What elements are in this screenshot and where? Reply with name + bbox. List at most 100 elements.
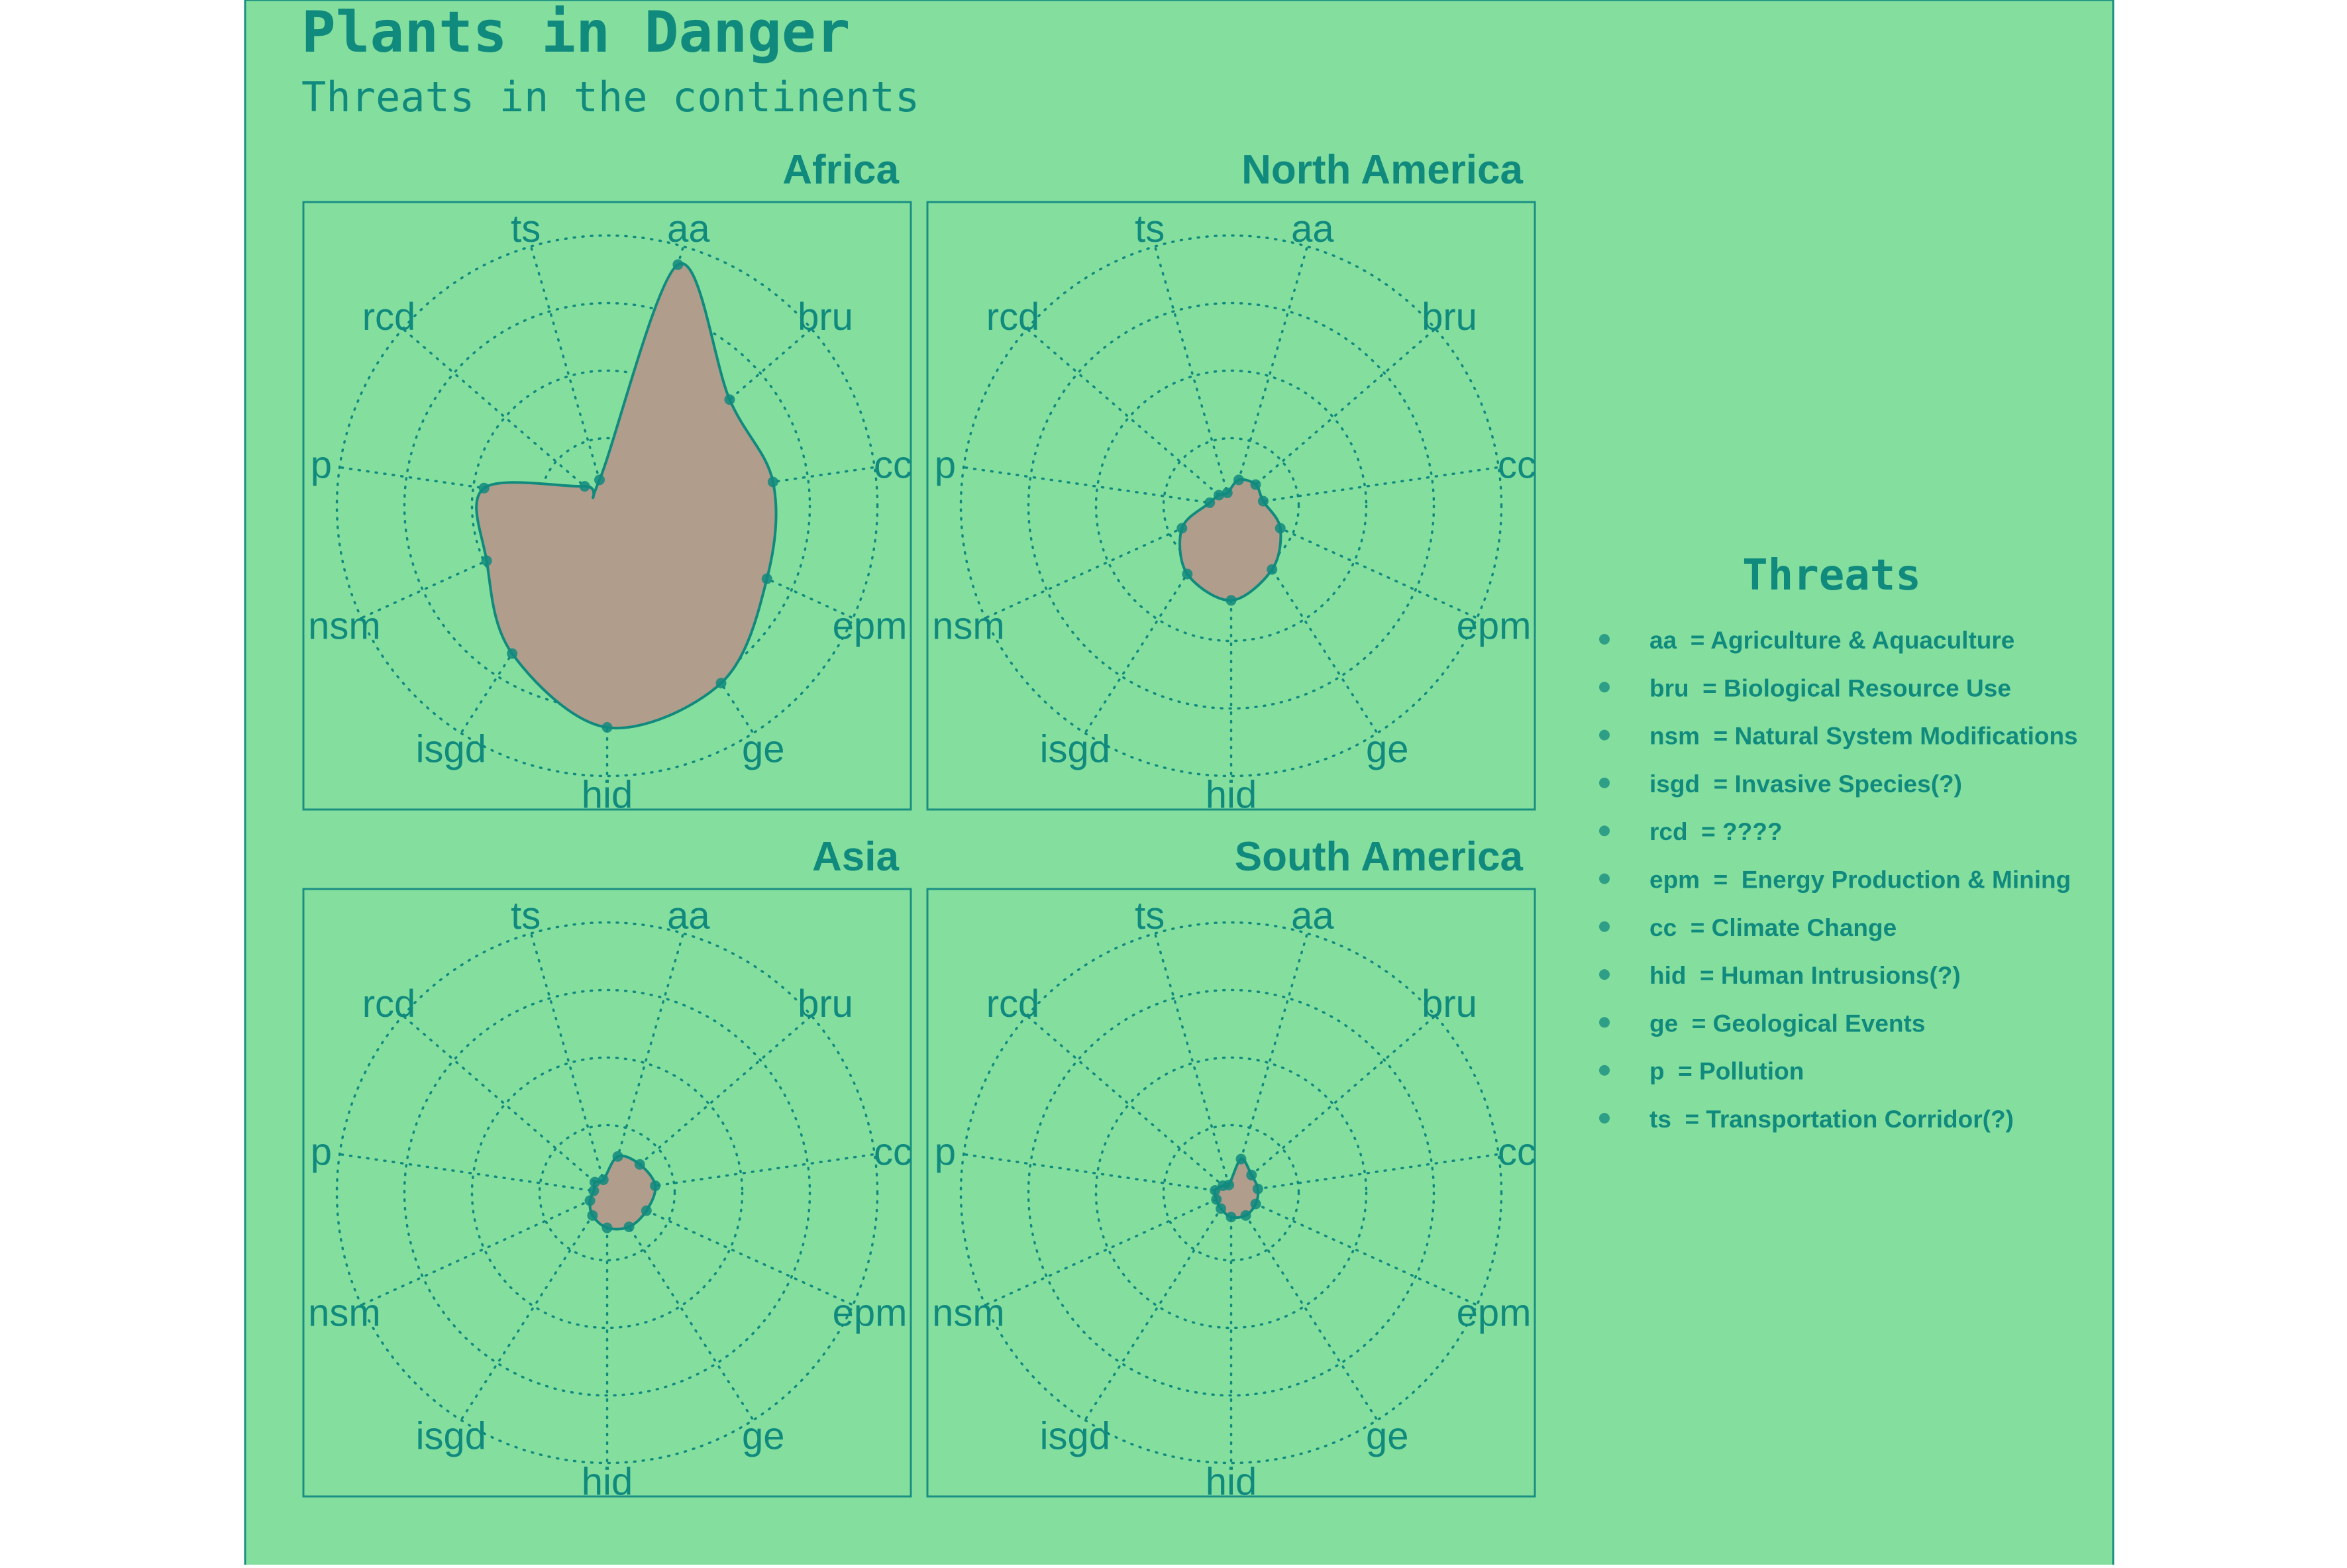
grid-ring bbox=[959, 921, 1503, 1465]
grid-ring bbox=[1162, 437, 1300, 575]
data-point bbox=[1240, 1210, 1251, 1221]
axis-spoke bbox=[529, 932, 609, 1194]
axis-spoke bbox=[1229, 1153, 1500, 1194]
panel-title: North America bbox=[1241, 147, 1523, 193]
axis-spoke bbox=[984, 1191, 1233, 1306]
axis-spoke bbox=[1229, 245, 1309, 507]
grid-ring bbox=[470, 1056, 744, 1330]
axis-spoke bbox=[1025, 327, 1233, 507]
axis-label: bru bbox=[798, 982, 853, 1025]
axis-label: p bbox=[935, 1130, 956, 1173]
grid-ring bbox=[335, 921, 879, 1465]
axis-label: hid bbox=[1206, 774, 1257, 817]
data-point bbox=[601, 722, 613, 733]
data-point bbox=[594, 474, 605, 486]
grid-ring bbox=[1162, 1124, 1300, 1262]
axis-label: epm bbox=[833, 1292, 908, 1335]
axis-spoke bbox=[1153, 932, 1233, 1194]
axis-label: bru bbox=[1422, 982, 1477, 1025]
axis-spoke bbox=[1229, 932, 1309, 1194]
data-point bbox=[1252, 1183, 1263, 1194]
radar-panel: South America aa bru cc epm ge hid isgd nsm p rcd t… bbox=[926, 834, 1536, 1504]
axis-spoke bbox=[1153, 245, 1233, 507]
radar-panel: North America aa bru cc epm ge hid isgd nsm p rcd t… bbox=[926, 147, 1536, 817]
legend-marker bbox=[1599, 969, 1610, 980]
legend-marker bbox=[1599, 921, 1610, 932]
axis-spoke bbox=[605, 932, 685, 1194]
axis-label: nsm bbox=[932, 605, 1005, 648]
data-point bbox=[587, 1210, 598, 1221]
grid-ring bbox=[1094, 1056, 1368, 1330]
data-point bbox=[589, 1176, 600, 1188]
data-point bbox=[1250, 1198, 1261, 1210]
data-point bbox=[724, 394, 735, 405]
axis-label: epm bbox=[1457, 605, 1532, 648]
data-point bbox=[1275, 523, 1286, 534]
legend-marker bbox=[1599, 1017, 1610, 1028]
axis-label: epm bbox=[833, 605, 908, 648]
grid-ring bbox=[403, 988, 811, 1397]
legend-entry: isgd = Invasive Species(?) bbox=[1649, 770, 1962, 798]
axis-label: ge bbox=[742, 727, 785, 770]
data-point bbox=[1204, 497, 1216, 508]
chart-subtitle: Threats in the continents bbox=[301, 73, 919, 121]
axis-label: rcd bbox=[362, 982, 416, 1025]
axis-spoke bbox=[1229, 1014, 1437, 1194]
axis-label: isgd bbox=[1040, 727, 1110, 770]
grid-ring bbox=[1027, 988, 1435, 1397]
panels: AfricaaabruccepmgehidisgdnsmprcdtsNorth … bbox=[302, 147, 1536, 1504]
axis-label: cc bbox=[874, 443, 912, 486]
legend-marker bbox=[1599, 1113, 1610, 1124]
plot-background bbox=[244, 0, 2114, 1568]
axis-label: p bbox=[311, 1130, 332, 1173]
legend-entry: epm = Energy Production & Mining bbox=[1649, 866, 2071, 894]
axis-spoke bbox=[962, 1153, 1233, 1194]
radar-panel: Africa aa bru cc epm ge hid isgd nsm p rcd ts bbox=[302, 147, 912, 817]
grid-ring bbox=[1027, 301, 1435, 710]
axis-label: ge bbox=[1366, 727, 1409, 770]
data-point bbox=[478, 482, 490, 494]
data-point bbox=[1182, 568, 1193, 580]
chart-title: Plants in Danger bbox=[301, 0, 850, 66]
legend-marker bbox=[1599, 873, 1610, 884]
grid-ring bbox=[335, 234, 879, 778]
grid-ring bbox=[959, 234, 1503, 778]
axis-label: isgd bbox=[416, 1414, 486, 1457]
data-point bbox=[601, 1222, 613, 1233]
axis-label: rcd bbox=[986, 982, 1040, 1025]
axis-label: nsm bbox=[308, 1292, 381, 1335]
axis-label: nsm bbox=[932, 1292, 1005, 1335]
grid-ring bbox=[1094, 369, 1368, 643]
legend-entry: p = Pollution bbox=[1649, 1058, 1804, 1085]
panel-title: Asia bbox=[812, 834, 899, 880]
data-point bbox=[598, 1174, 609, 1185]
legend-entry: cc = Climate Change bbox=[1649, 914, 1897, 941]
axis-label: aa bbox=[667, 207, 710, 250]
axis-label: nsm bbox=[308, 605, 381, 648]
data-point bbox=[584, 1195, 596, 1206]
data-point bbox=[1213, 490, 1224, 501]
panel-title: South America bbox=[1235, 834, 1524, 880]
axis-label: cc bbox=[1498, 443, 1536, 486]
axis-spoke bbox=[401, 1014, 609, 1194]
radar-panel: Asia aa bru cc epm ge hid isgd nsm p rcd ts bbox=[302, 834, 912, 1504]
data-point bbox=[1216, 1203, 1227, 1214]
data-point bbox=[634, 1159, 645, 1170]
axis-label: bru bbox=[798, 295, 853, 339]
legend: Threats aa = Agriculture & Aquaculture br… bbox=[1599, 551, 2078, 1133]
legend-entry: ge = Geological Events bbox=[1649, 1010, 1925, 1037]
axis-label: isgd bbox=[1040, 1414, 1110, 1457]
axis-spoke bbox=[1084, 1191, 1233, 1422]
axis-label: p bbox=[935, 443, 956, 486]
data-point bbox=[650, 1180, 661, 1192]
series-area bbox=[475, 262, 778, 730]
panel-frame bbox=[302, 201, 912, 811]
panel-frame bbox=[302, 888, 912, 1498]
data-point bbox=[1235, 1153, 1247, 1165]
axis-label: bru bbox=[1422, 295, 1477, 339]
data-point bbox=[767, 476, 778, 488]
legend-entry: aa = Agriculture & Aquaculture bbox=[1649, 627, 2014, 654]
data-point bbox=[588, 1185, 600, 1196]
data-point bbox=[612, 1151, 623, 1162]
data-point bbox=[579, 481, 590, 492]
